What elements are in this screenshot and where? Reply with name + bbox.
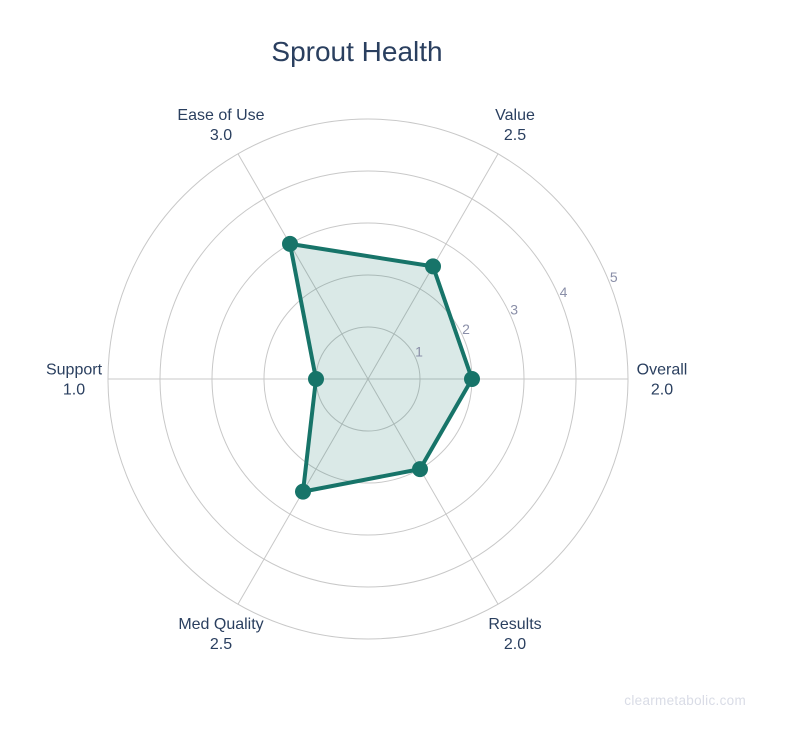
- axis-label-ease-of-use: Ease of Use 3.0: [177, 107, 264, 144]
- chart-title: Sprout Health: [271, 36, 443, 67]
- axis-label-value: Value 2.5: [495, 107, 535, 144]
- axis-label-med-quality: Med Quality 2.5: [178, 616, 263, 653]
- data-point-support: [308, 371, 324, 387]
- data-point-med-quality: [295, 483, 311, 500]
- axis-label-results: Results 2.0: [488, 616, 541, 653]
- radial-tick-label-4: 4: [560, 284, 568, 300]
- watermark-text: clearmetabolic.com: [624, 693, 746, 708]
- axis-label-overall: Overall 2.0: [637, 362, 688, 399]
- radial-tick-label-3: 3: [510, 301, 518, 317]
- data-point-ease-of-use: [282, 235, 298, 252]
- data-point-results: [412, 461, 428, 478]
- radial-tick-label-1: 1: [415, 343, 423, 359]
- radial-tick-label-5: 5: [610, 269, 618, 285]
- axis-spoke-120: [237, 153, 499, 605]
- data-point-overall: [464, 371, 480, 387]
- radial-tick-label-2: 2: [462, 321, 470, 337]
- data-point-value: [425, 258, 441, 275]
- axis-label-support: Support 1.0: [46, 362, 103, 399]
- data-polygon: [288, 241, 474, 494]
